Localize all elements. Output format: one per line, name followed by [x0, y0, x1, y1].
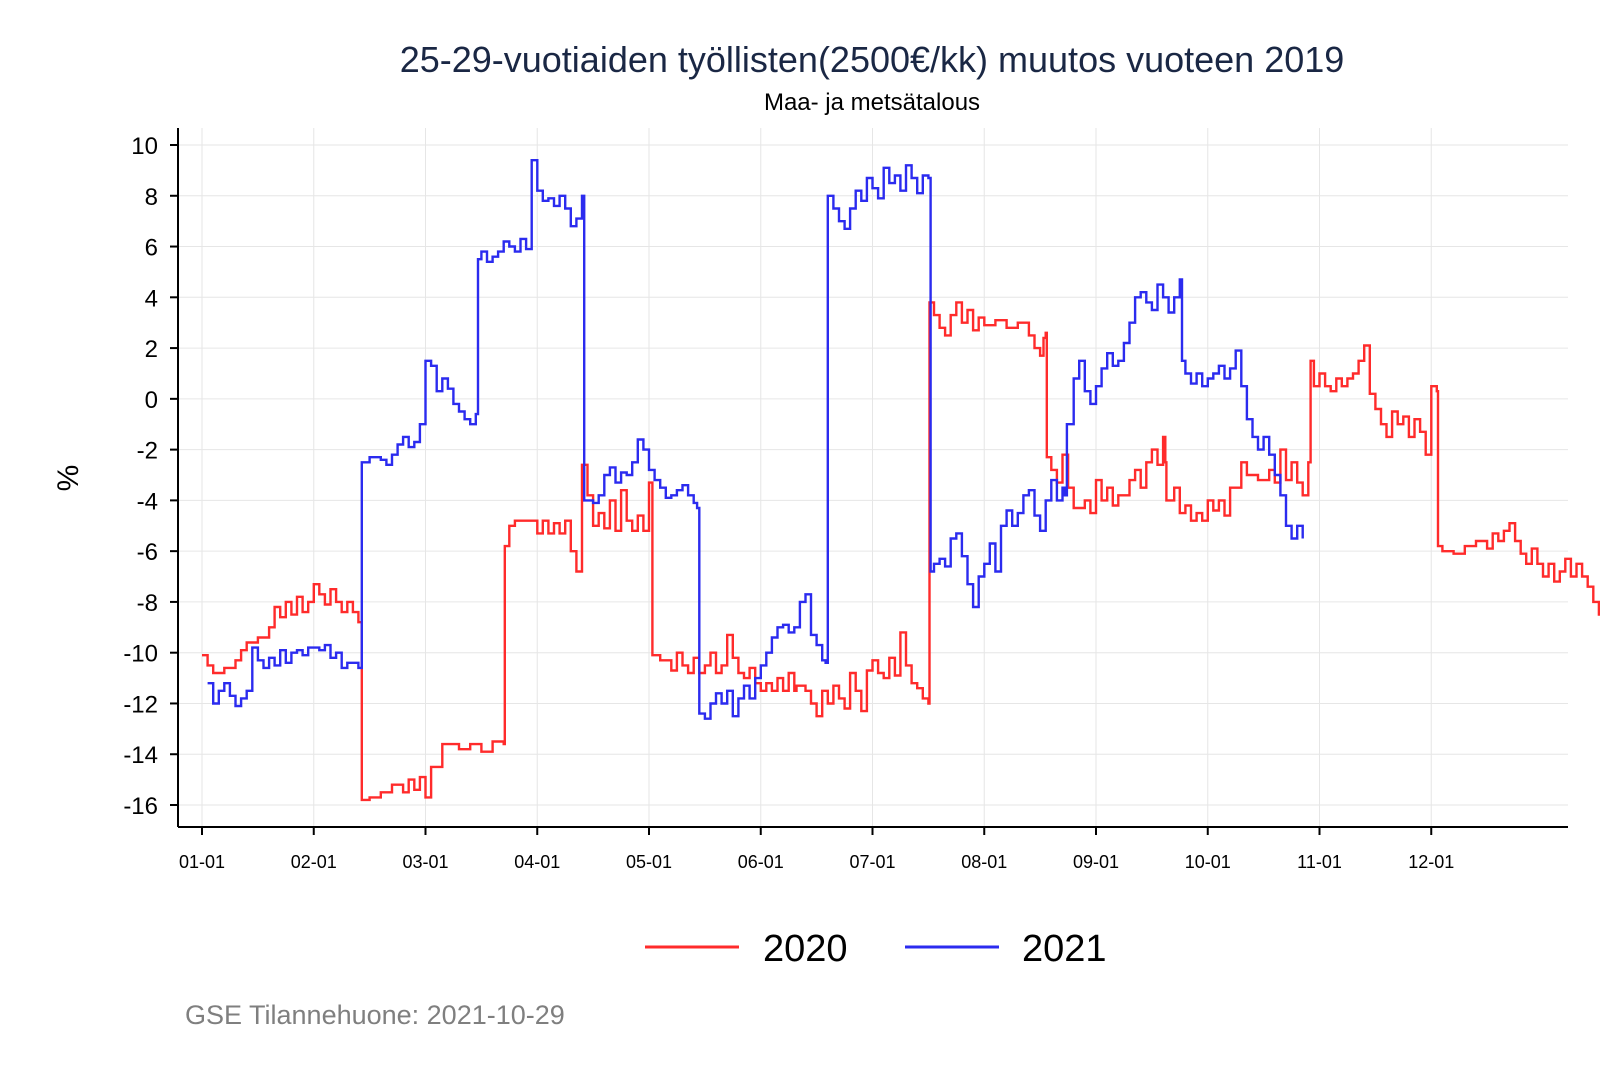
x-tick-label: 02-01 [291, 852, 337, 872]
series-group [202, 159, 1600, 802]
y-tick-label: 6 [145, 235, 158, 262]
y-tick-label: -6 [137, 539, 158, 566]
x-tick-label: 09-01 [1073, 852, 1119, 872]
legend-label-2021: 2021 [1022, 928, 1107, 970]
grid [178, 128, 1568, 827]
y-tick-label: -4 [137, 488, 158, 515]
x-tick-label: 12-01 [1408, 852, 1454, 872]
y-tick-label: 8 [145, 184, 158, 211]
source-note: GSE Tilannehuone: 2021-10-29 [185, 1000, 565, 1030]
y-tick-label: -2 [137, 438, 158, 465]
legend-label-2020: 2020 [763, 928, 848, 970]
x-tick-label: 01-01 [179, 852, 225, 872]
x-tick-label: 06-01 [738, 852, 784, 872]
x-tick-label: 05-01 [626, 852, 672, 872]
legend: 2020 2021 [645, 928, 1107, 970]
x-tick-label: 10-01 [1185, 852, 1231, 872]
y-tick-label: -12 [123, 691, 158, 718]
y-tick-label: -8 [137, 590, 158, 617]
y-tick-label: 4 [145, 285, 158, 312]
x-tick-label: 03-01 [402, 852, 448, 872]
y-tick-label: 10 [131, 133, 158, 160]
x-tick-label: 08-01 [961, 852, 1007, 872]
y-tick-label: -10 [123, 641, 158, 668]
x-tick-label: 07-01 [849, 852, 895, 872]
y-tick-label: -16 [123, 793, 158, 820]
y-tick-label: 0 [145, 387, 158, 414]
x-tick-label: 11-01 [1297, 852, 1342, 872]
axes: 10 8 6 4 2 0 -2 -4 -6 -8 -10 -12 -14 -16 01-01 02-01 03-… [123, 128, 1568, 872]
chart-title: 25-29-vuotiaiden työllisten(2500€/kk) mu… [400, 39, 1345, 80]
series-line-2020 [202, 301, 1600, 802]
chart-subtitle: Maa- ja metsätalous [764, 89, 980, 116]
series-line-2021 [207, 159, 1304, 720]
y-tick-label: 2 [145, 336, 158, 363]
y-tick-label: -14 [123, 742, 158, 769]
x-tick-label: 04-01 [514, 852, 560, 872]
y-axis-label: % [52, 465, 85, 492]
